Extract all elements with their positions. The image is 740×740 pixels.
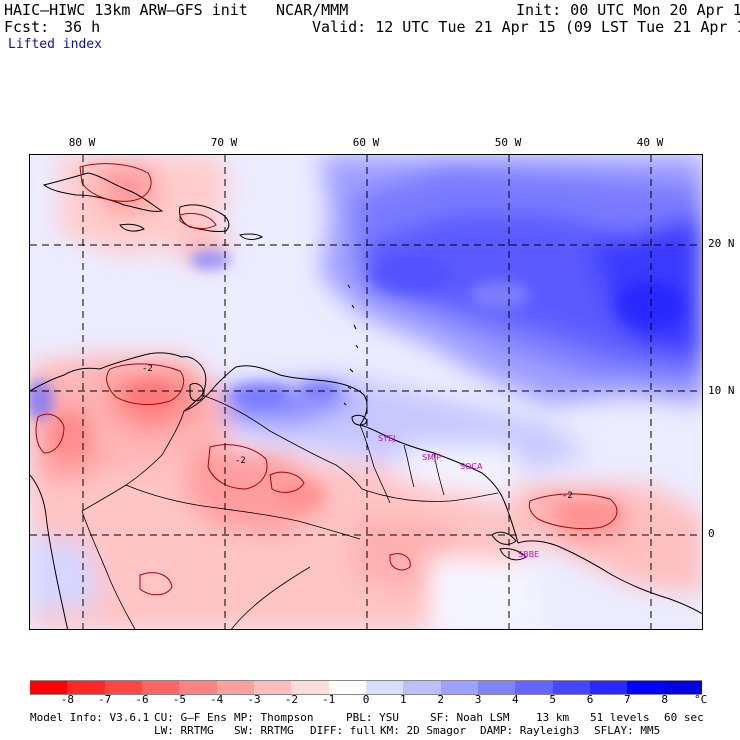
colorbar-swatch [179,680,218,695]
colorbar-tick-label: 2 [437,693,444,706]
colorbar-swatch [440,680,479,695]
cumulus-scheme: CU: G–F Ens [154,711,227,724]
colorbar-swatch [403,680,442,695]
contour-label: -2 [562,491,573,501]
station-label: SBBE [518,550,539,559]
colorbar-unit: °C [694,693,708,706]
colorbar-swatch [291,680,330,695]
organization-label: NCAR/MMM [276,1,349,19]
lon-label-60w: 60 W [352,136,380,149]
colorbar-tick-label: -4 [210,693,224,706]
colorbar-tick-label: -3 [247,693,261,706]
forecast-label: Fcst: [4,18,50,36]
colorbar-tick-label: 3 [474,693,482,706]
lifted-index-map: -2 -2 -2 SYEJ SMJP SOCA SBBE [29,154,703,630]
surface-layer-option: SFLAY: MM5 [594,724,661,737]
station-labels: SYEJ SMJP SOCA SBBE [378,434,539,559]
colorbar-tick-label: 8 [661,693,668,706]
lon-label-80w: 80 W [68,136,96,149]
colorbar-swatch [254,680,292,695]
colorbar-swatch [478,680,516,695]
init-time: Init: 00 UTC Mon 20 Apr 15 [516,1,740,19]
diffusion-option: DIFF: full [310,724,377,737]
colorbar-tick-label: 1 [400,693,407,706]
km-option: KM: 2D Smagor [380,724,467,737]
station-label: SMJP [422,453,441,462]
colorbar-swatch [515,680,554,695]
lon-label-50w: 50 W [494,136,522,149]
colorbar-tick-label: -8 [60,693,74,706]
model-info: Model Info: V3.6.1 [30,711,150,724]
country-borders [81,394,499,629]
contour-labels: -2 -2 -2 [142,364,573,501]
colorbar-tick-label: 7 [624,693,631,706]
surface-scheme: SF: Noah LSM [430,711,510,724]
colorbar-tick-label: -5 [172,693,186,706]
colorbar-tick-label: 4 [512,693,519,706]
colorbar-tick-label: -6 [135,693,149,706]
contour-label: -2 [142,364,153,374]
valid-time: Valid: 12 UTC Tue 21 Apr 15 (09 LST Tue … [312,18,740,36]
colorbar-swatch [366,680,404,695]
colorbar-swatch [104,680,143,695]
map-svg: -2 -2 -2 SYEJ SMJP SOCA SBBE [30,155,702,629]
lon-label-40w: 40 W [636,136,664,149]
colorbar-swatch [664,680,703,695]
colorbar-tick-label: -2 [284,693,298,706]
model-title: HAIC–HIWC 13km ARW–GFS init [4,1,248,19]
colorbar-swatch [552,680,591,695]
colorbar-swatch [590,680,628,695]
colorbar-swatch [67,680,106,695]
field-texture [30,250,685,527]
colorbar-tick-label: -7 [98,693,112,706]
forecast-hour: 36 h [64,18,101,36]
microphysics-scheme: MP: Thompson [234,711,314,724]
pbl-scheme: PBL: YSU [346,711,399,724]
field-name: Lifted index [8,37,102,52]
vertical-levels: 51 levels [590,711,650,724]
shortwave-scheme: SW: RRTMG [234,724,294,737]
grid-spacing: 13 km [536,711,570,724]
contours [35,163,618,596]
colorbar-swatch [30,680,68,695]
timestep: 60 sec [664,711,704,724]
station-label: SYEJ [378,434,395,443]
lat-label-20n: 20 N [708,237,735,250]
colorbar-swatch [627,680,666,695]
colorbar-tick-label: 0 [362,693,370,706]
colorbar-tick-label: 5 [549,693,556,706]
colorbar-swatch [142,680,180,695]
colorbar-swatch [328,680,367,695]
lat-label-equator: 0 [708,527,715,540]
station-label: SOCA [460,462,483,471]
colorbar-tick-label: -1 [322,693,336,706]
colorbar-tick-label: 6 [586,693,594,706]
longwave-scheme: LW: RRTMG [154,724,214,737]
field-shading [30,155,702,629]
lat-lon-grid [30,155,702,629]
colorbar-swatch [216,680,255,695]
damping-option: DAMP: Rayleigh3 [480,724,580,737]
contour-label: -2 [235,456,246,466]
lat-label-10n: 10 N [708,384,735,397]
lon-label-70w: 70 W [210,136,238,149]
